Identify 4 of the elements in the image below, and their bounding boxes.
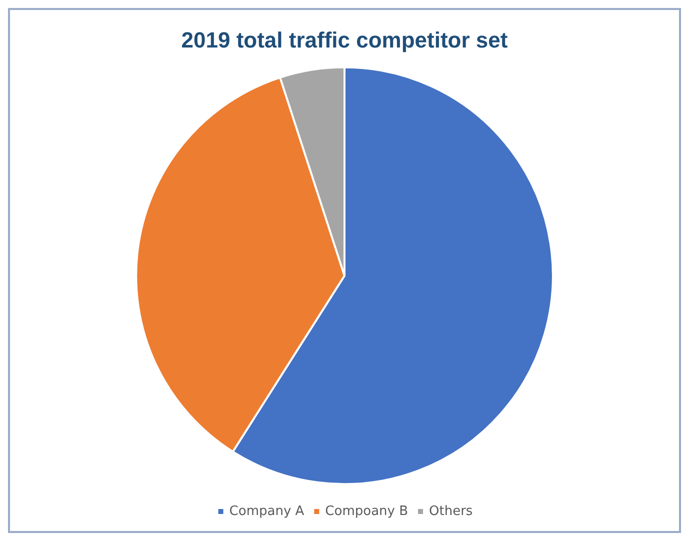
- legend-label: Others: [429, 504, 473, 519]
- legend-label: Company A: [229, 504, 304, 519]
- legend-label: Compoany B: [325, 504, 408, 519]
- chart-title: 2019 total traffic competitor set: [181, 28, 508, 52]
